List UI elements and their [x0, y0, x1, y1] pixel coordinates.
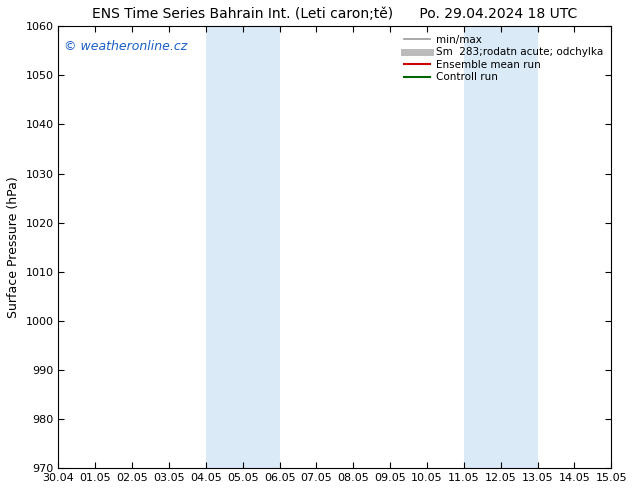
Bar	[206, 26, 280, 468]
Y-axis label: Surface Pressure (hPa): Surface Pressure (hPa)	[7, 176, 20, 318]
Text: © weatheronline.cz: © weatheronline.cz	[64, 40, 187, 52]
Bar	[464, 26, 538, 468]
Title: ENS Time Series Bahrain Int. (Leti caron;tě)      Po. 29.04.2024 18 UTC: ENS Time Series Bahrain Int. (Leti caron…	[92, 7, 578, 21]
Legend: min/max, Sm  283;rodatn acute; odchylka, Ensemble mean run, Controll run: min/max, Sm 283;rodatn acute; odchylka, …	[400, 30, 607, 87]
